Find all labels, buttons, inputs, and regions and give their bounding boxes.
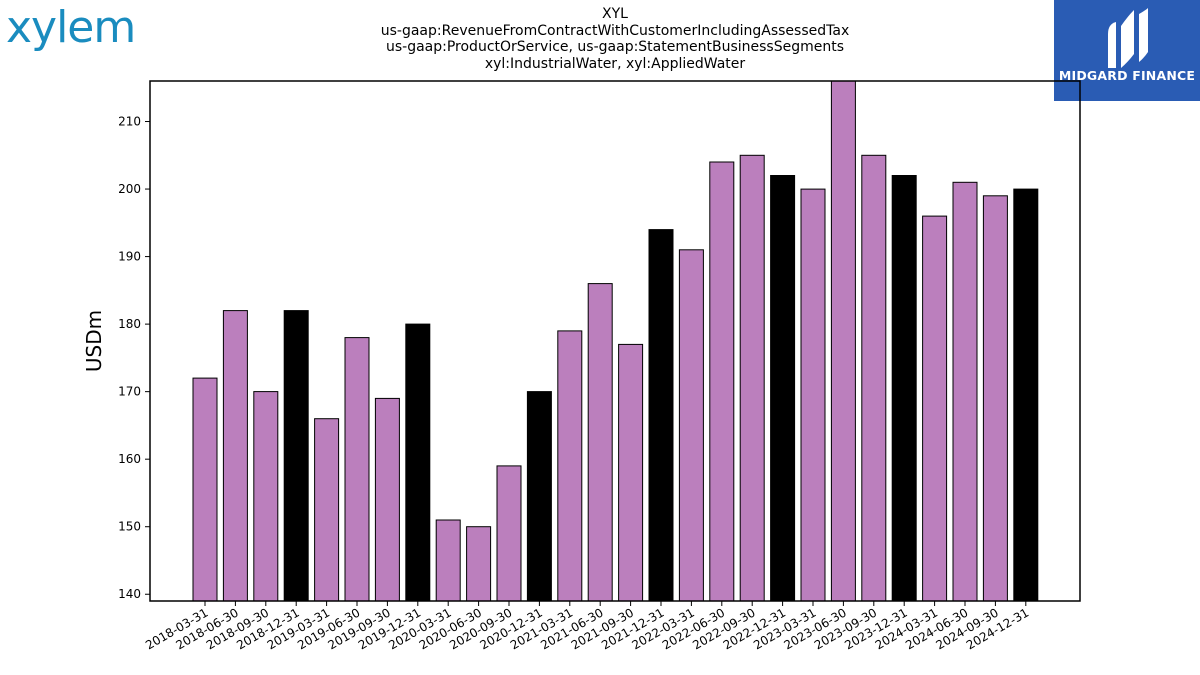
bar-2021-06-30 <box>587 283 613 602</box>
bar-2022-09-30 <box>739 154 765 602</box>
x-axis: 2018-03-312018-06-302018-09-302018-12-31… <box>143 601 1031 652</box>
y-tick-label: 170 <box>118 385 141 399</box>
y-tick-label: 160 <box>118 452 141 466</box>
bar-2024-06-30 <box>952 181 978 602</box>
bar-2019-12-31 <box>405 323 431 602</box>
midgard-emblem-icon <box>1108 8 1148 68</box>
bar-2024-03-31 <box>922 215 948 602</box>
bar-2019-03-31 <box>314 418 340 602</box>
bar-2018-12-31 <box>283 310 309 602</box>
y-axis-label: USDm <box>82 310 106 372</box>
xylem-logo: xylem <box>6 2 136 53</box>
bar-2024-09-30 <box>982 195 1008 602</box>
bar-2020-09-30 <box>496 465 522 602</box>
bar-2024-12-31 <box>1013 188 1039 602</box>
chart-title-line: xyl:IndustrialWater, xyl:AppliedWater <box>484 55 746 72</box>
chart-title: XYL us-gaap:RevenueFromContractWithCusto… <box>0 6 1200 72</box>
bar-2023-06-30 <box>830 80 856 602</box>
y-tick-label: 210 <box>118 115 141 129</box>
y-tick-label: 150 <box>118 520 141 534</box>
plot-frame <box>149 80 1081 602</box>
y-axis: 140 150 160 170 180 190 200 210 <box>118 115 150 601</box>
chart-title-line: us-gaap:RevenueFromContractWithCustomerI… <box>380 22 850 39</box>
bar-2021-03-31 <box>557 330 583 602</box>
bar-2023-12-31 <box>891 175 917 602</box>
bar-2020-03-31 <box>435 519 461 602</box>
bar-2023-09-30 <box>861 154 887 602</box>
bar-2021-12-31 <box>648 229 674 602</box>
y-tick-label: 190 <box>118 250 141 264</box>
bar-2019-06-30 <box>344 337 370 602</box>
bar-2021-09-30 <box>618 343 644 602</box>
bar-2023-03-31 <box>800 188 826 602</box>
bar-2022-03-31 <box>678 249 704 602</box>
bar-2020-12-31 <box>526 391 552 602</box>
bar-2020-06-30 <box>466 526 492 602</box>
y-tick-label: 200 <box>118 182 141 196</box>
midgard-finance-wordmark: MIDGARD FINANCE <box>1058 68 1196 83</box>
bar-2022-06-30 <box>709 161 735 602</box>
bar-series <box>192 80 1039 602</box>
y-tick-label: 180 <box>118 317 141 331</box>
y-tick-label: 140 <box>118 587 141 601</box>
chart-title-line: XYL <box>602 6 628 22</box>
chart-title-line: us-gaap:ProductOrService, us-gaap:Statem… <box>385 39 844 55</box>
bar-2019-09-30 <box>374 397 400 602</box>
bar-2018-09-30 <box>253 391 279 602</box>
bar-2018-03-31 <box>192 377 218 602</box>
midgard-finance-logo: MIDGARD FINANCE <box>1054 0 1200 101</box>
bar-2022-12-31 <box>770 175 796 602</box>
bar-2018-06-30 <box>222 310 248 602</box>
